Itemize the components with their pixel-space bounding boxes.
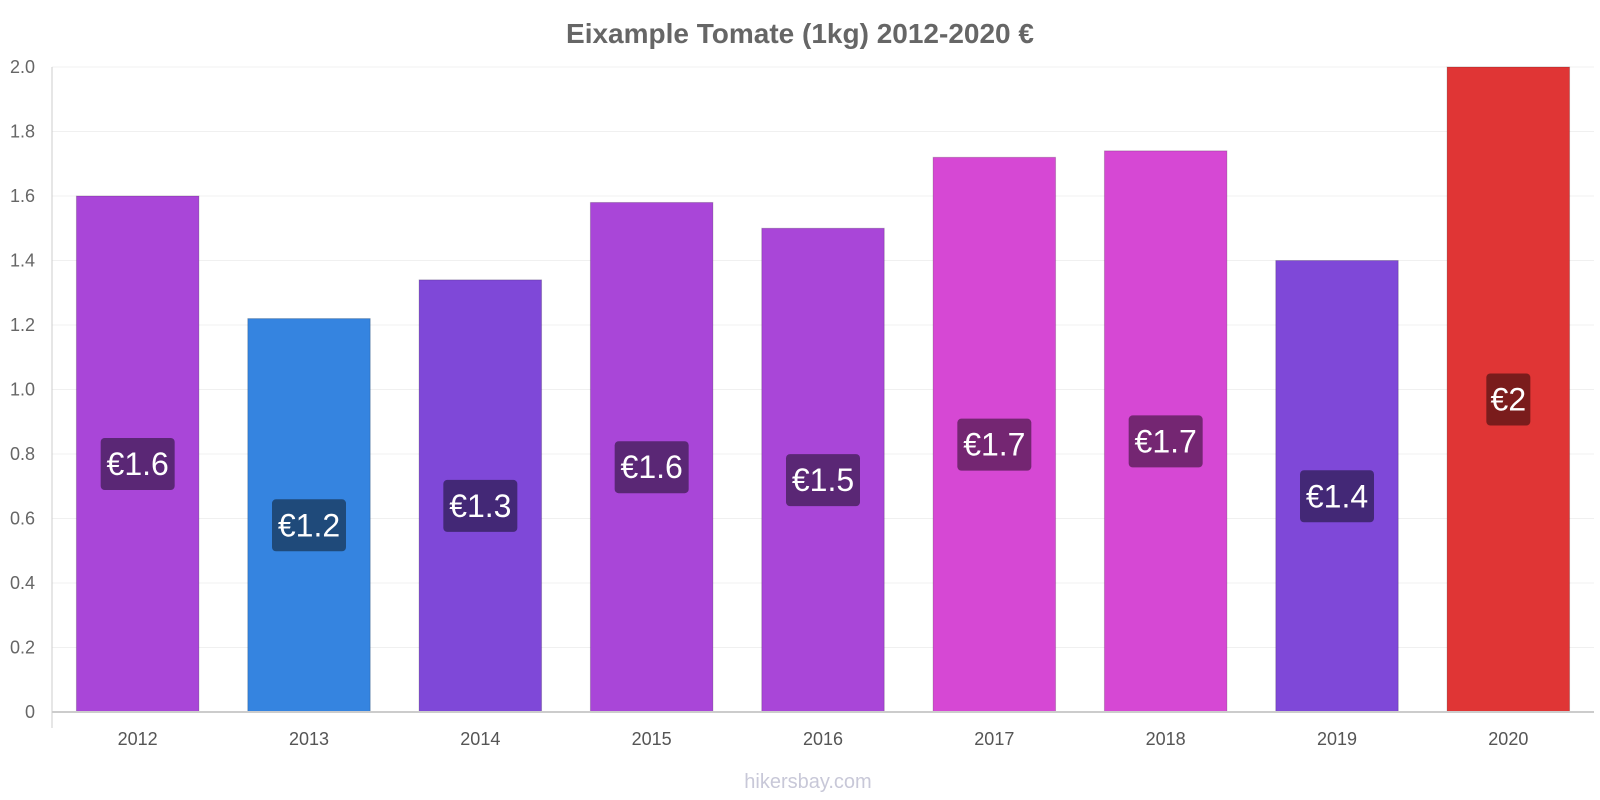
value-label: €1.5 xyxy=(792,462,854,498)
x-tick-label: 2013 xyxy=(289,729,329,749)
x-tick-label: 2014 xyxy=(460,729,500,749)
value-label: €1.4 xyxy=(1306,478,1368,514)
value-label-bg xyxy=(443,479,518,532)
value-label: €1.6 xyxy=(107,446,169,482)
value-label-bg xyxy=(1486,373,1531,426)
chart-title: Eixample Tomate (1kg) 2012-2020 € xyxy=(566,18,1034,49)
value-label-bg xyxy=(100,438,175,490)
y-tick-label: 1.4 xyxy=(10,251,35,271)
x-tick-label: 2015 xyxy=(632,729,672,749)
y-tick-label: 0 xyxy=(25,702,35,722)
value-labels: €1.6 €1.2 €1.3 €1.6 €1.5 €1.7 €1.7 €1.4 €2 xyxy=(100,373,1531,552)
value-label: €1.2 xyxy=(278,507,340,543)
value-label-bg xyxy=(786,454,860,507)
y-tick-label: 2.0 xyxy=(10,57,35,77)
axes: 0 0.2 0.4 0.6 0.8 1.0 1.2 1.4 1.6 1.8 2.0 2012 2013 2… xyxy=(10,57,1594,749)
value-label: €1.6 xyxy=(621,449,683,485)
y-tick-label: 1.0 xyxy=(10,380,35,400)
value-label: €1.3 xyxy=(449,488,511,524)
x-tick-label: 2012 xyxy=(118,729,158,749)
value-label-bg xyxy=(957,418,1032,471)
value-label-bg xyxy=(1300,470,1374,523)
x-tick-label: 2020 xyxy=(1488,729,1528,749)
y-tick-label: 0.6 xyxy=(10,509,35,529)
x-tick-label: 2017 xyxy=(974,729,1014,749)
value-label-bg xyxy=(272,499,346,552)
x-tick-label: 2018 xyxy=(1146,729,1186,749)
watermark-text: hikersbay.com xyxy=(744,771,871,793)
y-tick-label: 1.8 xyxy=(10,122,35,142)
x-tick-label: 2016 xyxy=(803,729,843,749)
value-label: €2 xyxy=(1491,382,1527,418)
y-tick-label: 0.4 xyxy=(10,573,35,593)
value-label-bg xyxy=(1128,415,1203,468)
bars xyxy=(75,66,1571,713)
value-label-bg xyxy=(614,441,689,494)
value-label: €1.7 xyxy=(963,427,1025,463)
value-label: €1.7 xyxy=(1135,423,1197,459)
y-tick-label: 0.8 xyxy=(10,444,35,464)
y-tick-label: 0.2 xyxy=(10,638,35,658)
y-tick-label: 1.2 xyxy=(10,315,35,335)
x-tick-label: 2019 xyxy=(1317,729,1357,749)
y-tick-label: 1.6 xyxy=(10,186,35,206)
